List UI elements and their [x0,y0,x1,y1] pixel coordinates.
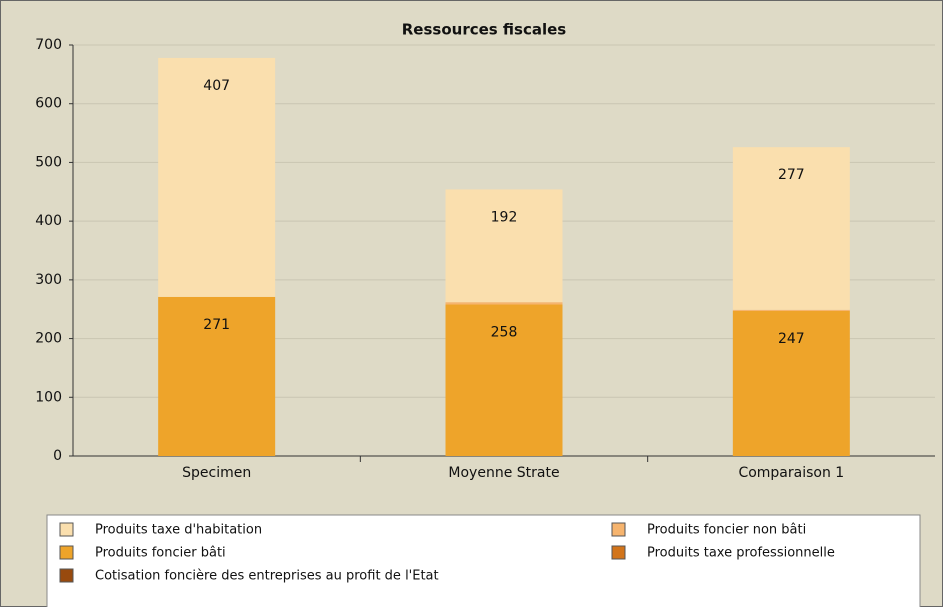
data-label: 271 [203,317,230,333]
legend-label: Produits foncier non bâti [647,523,806,538]
x-tick-label: Specimen [182,465,251,481]
y-tick-label: 300 [35,272,62,288]
y-tick-label: 200 [35,331,62,347]
legend-swatch [59,568,74,583]
x-tick-label: Comparaison 1 [738,465,844,481]
x-tick-label: Moyenne Strate [448,465,559,481]
data-label: 407 [203,78,230,94]
legend-swatch [59,545,74,560]
data-label: 192 [491,209,518,225]
legend-box [46,514,921,607]
bar-segment [445,304,563,456]
bar-segment [732,310,850,456]
y-tick-label: 600 [35,96,62,112]
bar-segment [158,296,276,456]
bar-segment [158,57,276,297]
bar-segment [732,147,850,310]
bar-segment [445,302,563,305]
data-label: 277 [778,167,805,183]
bar-segment [445,189,563,303]
y-tick-label: 100 [35,389,62,405]
legend-swatch [611,545,626,560]
chart-title: Ressources fiscales [402,21,567,39]
data-label: 258 [491,325,518,341]
legend-label: Produits taxe d'habitation [95,523,262,538]
legend-label: Cotisation foncière des entreprises au p… [95,569,439,584]
legend-swatch [611,522,626,537]
data-label: 247 [778,331,805,347]
bar-segment [732,309,850,311]
y-tick-label: 0 [53,448,62,464]
legend-label: Produits taxe professionnelle [647,546,835,561]
legend-label: Produits foncier bâti [95,546,226,561]
y-tick-label: 700 [35,37,62,53]
y-tick-label: 400 [35,213,62,229]
legend-swatch [59,522,74,537]
y-tick-label: 500 [35,154,62,170]
